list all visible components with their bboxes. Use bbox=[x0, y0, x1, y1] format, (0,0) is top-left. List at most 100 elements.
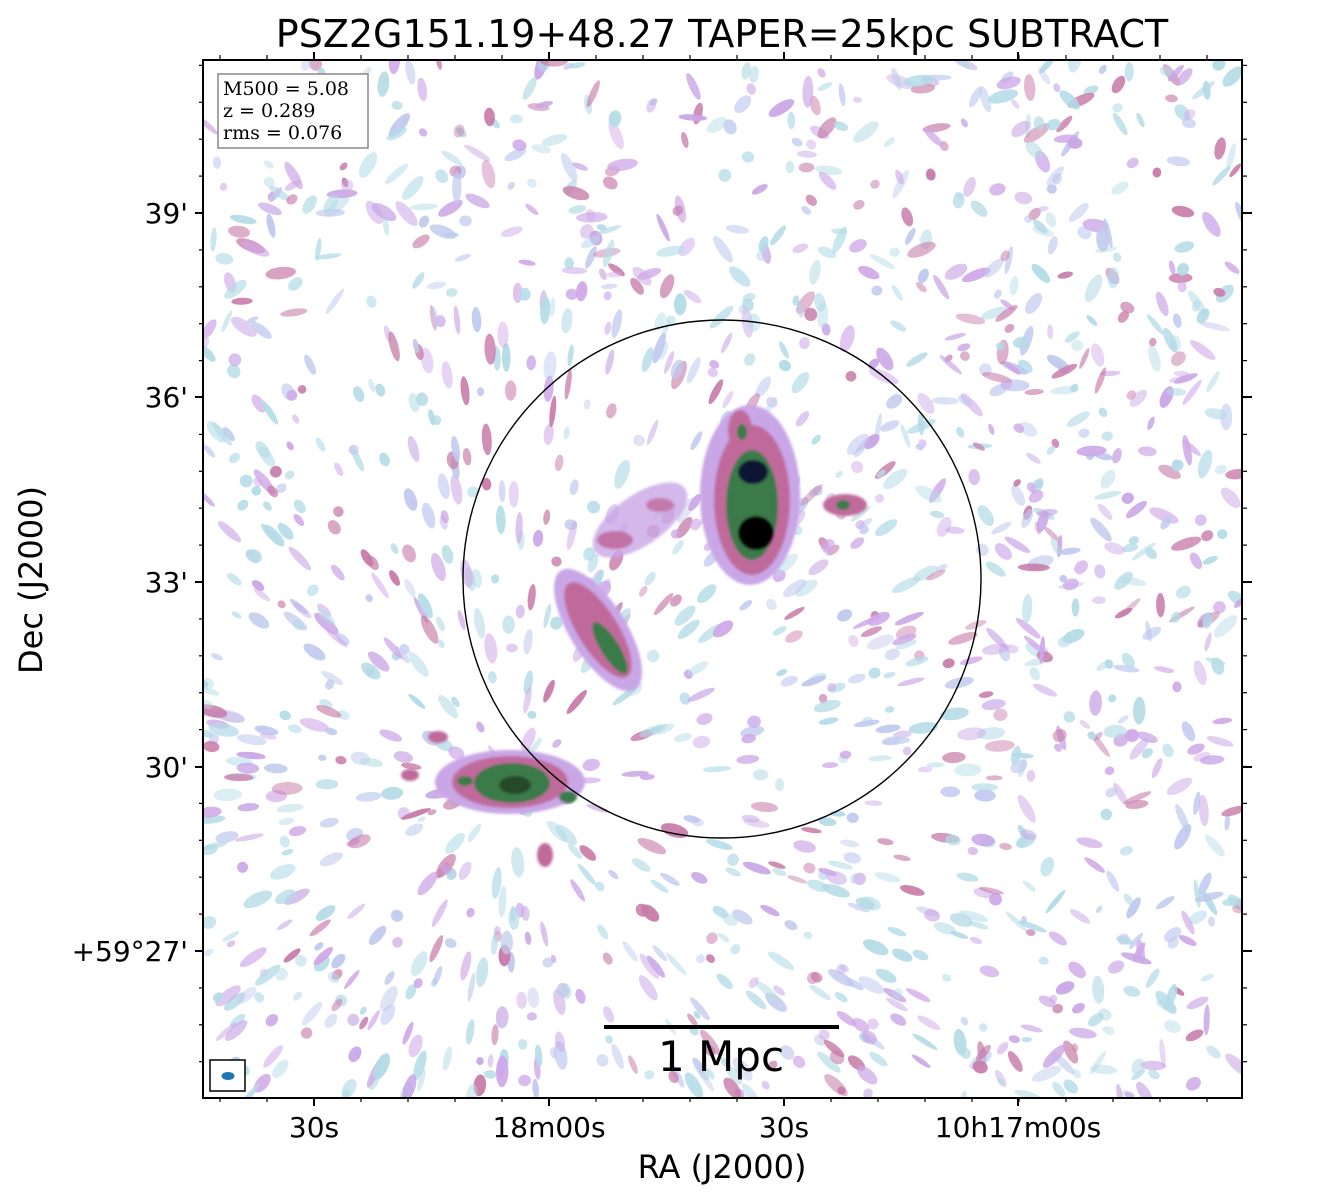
noise-blob bbox=[1072, 1069, 1082, 1079]
noise-blob bbox=[1074, 560, 1088, 575]
noise-blob bbox=[741, 62, 751, 80]
noise-blob bbox=[484, 633, 498, 664]
noise-blob bbox=[1063, 1040, 1079, 1064]
noise-blob bbox=[1024, 74, 1036, 101]
noise-blob bbox=[747, 715, 761, 728]
noise-blob bbox=[891, 67, 902, 90]
noise-blob bbox=[637, 838, 667, 855]
noise-blob bbox=[809, 95, 821, 116]
noise-blob bbox=[1166, 777, 1193, 796]
noise-blob bbox=[604, 321, 612, 335]
noise-blob bbox=[696, 713, 713, 725]
noise-blob bbox=[412, 338, 420, 353]
noise-blob bbox=[608, 869, 619, 880]
noise-blob bbox=[1222, 897, 1240, 907]
noise-blob bbox=[1174, 241, 1195, 253]
noise-blob bbox=[555, 824, 578, 846]
noise-blob bbox=[994, 289, 1002, 299]
y-axis-label: Dec (J2000) bbox=[12, 486, 50, 674]
noise-blob bbox=[265, 1013, 279, 1027]
noise-blob bbox=[371, 202, 397, 222]
noise-blob bbox=[960, 1016, 969, 1026]
noise-blob bbox=[276, 483, 287, 494]
noise-blob bbox=[347, 903, 366, 919]
noise-blob bbox=[880, 420, 900, 432]
noise-blob bbox=[1112, 252, 1122, 262]
noise-blob bbox=[203, 948, 214, 957]
noise-blob bbox=[1111, 448, 1122, 464]
noise-blob bbox=[1108, 960, 1125, 974]
noise-blob bbox=[211, 653, 223, 661]
noise-blob bbox=[890, 1013, 907, 1026]
noise-blob bbox=[550, 616, 563, 630]
noise-blob bbox=[203, 113, 219, 135]
y-tick-label: 36' bbox=[145, 381, 188, 414]
noise-blob bbox=[339, 162, 348, 171]
noise-blob bbox=[563, 62, 574, 70]
noise-blob bbox=[401, 808, 431, 820]
noise-blob bbox=[219, 182, 228, 191]
noise-blob bbox=[871, 285, 883, 296]
noise-blob bbox=[1153, 666, 1175, 673]
noise-blob bbox=[1193, 660, 1207, 686]
noise-blob bbox=[319, 852, 343, 867]
noise-blob bbox=[458, 861, 472, 881]
noise-blob bbox=[638, 975, 658, 1001]
noise-blob bbox=[484, 107, 495, 127]
noise-blob bbox=[622, 941, 638, 962]
noise-blob bbox=[848, 673, 866, 684]
noise-blob bbox=[577, 863, 597, 886]
noise-blob bbox=[917, 1015, 941, 1031]
info-redshift: z = 0.289 bbox=[223, 100, 315, 122]
noise-blob bbox=[324, 1013, 338, 1029]
noise-blob bbox=[597, 924, 609, 940]
noise-blob bbox=[1167, 64, 1184, 82]
noise-blob bbox=[706, 117, 728, 133]
noise-blob bbox=[870, 179, 880, 189]
noise-blob bbox=[1057, 635, 1073, 648]
noise-blob bbox=[411, 951, 428, 977]
noise-blob bbox=[911, 1054, 931, 1068]
noise-blob bbox=[1038, 956, 1049, 965]
y-tick-label: 33' bbox=[145, 566, 188, 599]
noise-blob bbox=[917, 392, 935, 414]
noise-blob bbox=[484, 333, 496, 365]
noise-blob bbox=[745, 990, 767, 1010]
noise-blob bbox=[969, 921, 989, 930]
noise-blob bbox=[304, 354, 317, 375]
noise-blob bbox=[1047, 236, 1058, 255]
noise-blob bbox=[408, 392, 420, 413]
noise-blob bbox=[876, 347, 894, 371]
noise-blob bbox=[550, 954, 557, 963]
noise-blob bbox=[994, 543, 1012, 560]
noise-blob bbox=[1059, 90, 1080, 110]
noise-blob bbox=[1031, 263, 1051, 283]
noise-blob bbox=[1078, 428, 1090, 438]
noise-blob bbox=[814, 293, 826, 312]
noise-blob bbox=[850, 873, 859, 885]
noise-blob bbox=[674, 733, 693, 742]
noise-blob bbox=[732, 1057, 753, 1081]
noise-blob bbox=[445, 832, 465, 854]
noise-blob bbox=[678, 114, 708, 121]
noise-blob bbox=[522, 77, 537, 100]
noise-blob bbox=[1103, 218, 1113, 248]
noise-blob bbox=[785, 630, 803, 643]
noise-blob bbox=[829, 1050, 845, 1065]
noise-blob bbox=[402, 1021, 414, 1045]
noise-blob bbox=[676, 516, 693, 539]
noise-blob bbox=[983, 258, 1004, 278]
noise-blob bbox=[1199, 321, 1230, 332]
noise-blob bbox=[1024, 215, 1033, 223]
noise-blob bbox=[1137, 446, 1157, 457]
noise-blob bbox=[495, 1006, 509, 1029]
noise-blob bbox=[1100, 808, 1113, 821]
noise-blob bbox=[1104, 542, 1125, 555]
central-source-core-north bbox=[738, 460, 768, 484]
noise-blob bbox=[1162, 743, 1174, 758]
noise-blob bbox=[768, 99, 795, 118]
noise-blob bbox=[1207, 916, 1216, 927]
noise-blob bbox=[707, 368, 718, 378]
noise-blob bbox=[453, 124, 465, 138]
